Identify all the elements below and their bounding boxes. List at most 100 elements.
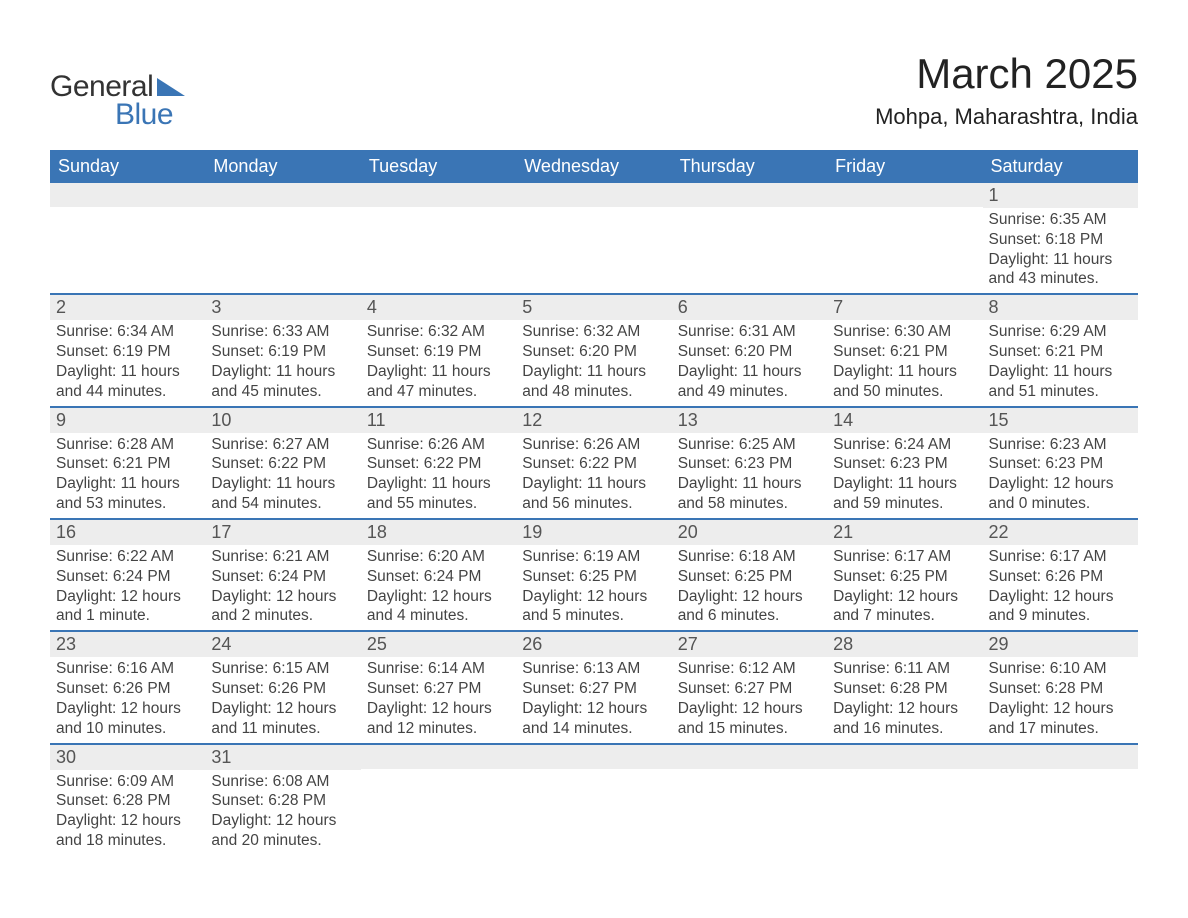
- daynum-row: 1: [983, 183, 1138, 208]
- daylight-line: Daylight: 12 hours and 15 minutes.: [678, 699, 821, 739]
- sunset-line: Sunset: 6:28 PM: [833, 679, 976, 699]
- daynum-row: 8: [983, 295, 1138, 320]
- daylight-line: Daylight: 12 hours and 16 minutes.: [833, 699, 976, 739]
- calendar-week: 9Sunrise: 6:28 AMSunset: 6:21 PMDaylight…: [50, 406, 1138, 518]
- daylight-line: Daylight: 11 hours and 44 minutes.: [56, 362, 199, 402]
- sunset-line: Sunset: 6:19 PM: [367, 342, 510, 362]
- sunrise-line: Sunrise: 6:08 AM: [211, 772, 354, 792]
- day-details: Sunrise: 6:08 AMSunset: 6:28 PMDaylight:…: [205, 770, 360, 851]
- day-number: 9: [56, 410, 66, 430]
- day-details: Sunrise: 6:32 AMSunset: 6:19 PMDaylight:…: [361, 320, 516, 401]
- daylight-line: Daylight: 11 hours and 53 minutes.: [56, 474, 199, 514]
- day-details: Sunrise: 6:21 AMSunset: 6:24 PMDaylight:…: [205, 545, 360, 626]
- sunset-line: Sunset: 6:21 PM: [989, 342, 1132, 362]
- logo-triangle-icon: [157, 78, 185, 96]
- daynum-row: 11: [361, 408, 516, 433]
- sunrise-line: Sunrise: 6:28 AM: [56, 435, 199, 455]
- daylight-line: Daylight: 12 hours and 6 minutes.: [678, 587, 821, 627]
- calendar-cell: 1 Sunrise: 6:35 AMSunset: 6:18 PMDaylight…: [983, 183, 1138, 293]
- day-number: 24: [211, 634, 231, 654]
- daylight-line: Daylight: 12 hours and 18 minutes.: [56, 811, 199, 851]
- daylight-line: Daylight: 11 hours and 50 minutes.: [833, 362, 976, 402]
- day-number: 29: [989, 634, 1009, 654]
- daylight-line: Daylight: 11 hours and 58 minutes.: [678, 474, 821, 514]
- sunset-line: Sunset: 6:27 PM: [678, 679, 821, 699]
- day-header: Saturday: [983, 150, 1138, 183]
- calendar-cell: 13Sunrise: 6:25 AMSunset: 6:23 PMDayligh…: [672, 408, 827, 518]
- day-number: 16: [56, 522, 76, 542]
- daylight-line: Daylight: 12 hours and 20 minutes.: [211, 811, 354, 851]
- daynum-row: 26: [516, 632, 671, 657]
- calendar-week: 2Sunrise: 6:34 AMSunset: 6:19 PMDaylight…: [50, 293, 1138, 405]
- calendar-cell: [983, 745, 1138, 855]
- sunrise-line: Sunrise: 6:27 AM: [211, 435, 354, 455]
- calendar-cell: [516, 183, 671, 293]
- sunrise-line: Sunrise: 6:35 AM: [989, 210, 1132, 230]
- sunrise-line: Sunrise: 6:18 AM: [678, 547, 821, 567]
- daynum-row: 25: [361, 632, 516, 657]
- day-number: 30: [56, 747, 76, 767]
- daylight-line: Daylight: 12 hours and 12 minutes.: [367, 699, 510, 739]
- day-details: Sunrise: 6:18 AMSunset: 6:25 PMDaylight:…: [672, 545, 827, 626]
- day-details: Sunrise: 6:31 AMSunset: 6:20 PMDaylight:…: [672, 320, 827, 401]
- sunset-line: Sunset: 6:25 PM: [833, 567, 976, 587]
- calendar-cell: [827, 183, 982, 293]
- daynum-row: 21: [827, 520, 982, 545]
- sunrise-line: Sunrise: 6:32 AM: [367, 322, 510, 342]
- sunrise-line: Sunrise: 6:15 AM: [211, 659, 354, 679]
- daynum-row: [361, 183, 516, 207]
- day-number: 22: [989, 522, 1009, 542]
- calendar-cell: 23Sunrise: 6:16 AMSunset: 6:26 PMDayligh…: [50, 632, 205, 742]
- sunset-line: Sunset: 6:21 PM: [56, 454, 199, 474]
- daynum-row: 28: [827, 632, 982, 657]
- calendar: SundayMondayTuesdayWednesdayThursdayFrid…: [50, 150, 1138, 855]
- day-number: 1: [989, 185, 999, 205]
- daynum-row: [205, 183, 360, 207]
- day-header: Friday: [827, 150, 982, 183]
- daynum-row: [516, 183, 671, 207]
- calendar-cell: 27Sunrise: 6:12 AMSunset: 6:27 PMDayligh…: [672, 632, 827, 742]
- page-title: March 2025: [875, 50, 1138, 98]
- day-number: 3: [211, 297, 221, 317]
- daylight-line: Daylight: 11 hours and 51 minutes.: [989, 362, 1132, 402]
- daylight-line: Daylight: 12 hours and 1 minute.: [56, 587, 199, 627]
- day-header: Sunday: [50, 150, 205, 183]
- day-details: Sunrise: 6:32 AMSunset: 6:20 PMDaylight:…: [516, 320, 671, 401]
- day-number: 20: [678, 522, 698, 542]
- daylight-line: Daylight: 12 hours and 17 minutes.: [989, 699, 1132, 739]
- day-details: Sunrise: 6:22 AMSunset: 6:24 PMDaylight:…: [50, 545, 205, 626]
- day-details: Sunrise: 6:35 AMSunset: 6:18 PMDaylight:…: [983, 208, 1138, 289]
- day-number: 7: [833, 297, 843, 317]
- daynum-row: [672, 745, 827, 769]
- day-number: 17: [211, 522, 231, 542]
- daynum-row: [672, 183, 827, 207]
- daylight-line: Daylight: 12 hours and 0 minutes.: [989, 474, 1132, 514]
- calendar-cell: 31Sunrise: 6:08 AMSunset: 6:28 PMDayligh…: [205, 745, 360, 855]
- calendar-cell: 20 Sunrise: 6:18 AMSunset: 6:25 PMDayligh…: [672, 520, 827, 630]
- calendar-cell: 8Sunrise: 6:29 AMSunset: 6:21 PMDaylight…: [983, 295, 1138, 405]
- day-number: 13: [678, 410, 698, 430]
- day-number: 4: [367, 297, 377, 317]
- day-number: 21: [833, 522, 853, 542]
- daylight-line: Daylight: 11 hours and 45 minutes.: [211, 362, 354, 402]
- daynum-row: 27: [672, 632, 827, 657]
- daynum-row: 10: [205, 408, 360, 433]
- day-details: Sunrise: 6:10 AMSunset: 6:28 PMDaylight:…: [983, 657, 1138, 738]
- day-number: 12: [522, 410, 542, 430]
- daynum-row: 31: [205, 745, 360, 770]
- day-number: 18: [367, 522, 387, 542]
- day-details: Sunrise: 6:30 AMSunset: 6:21 PMDaylight:…: [827, 320, 982, 401]
- day-number: 10: [211, 410, 231, 430]
- day-details: Sunrise: 6:33 AMSunset: 6:19 PMDaylight:…: [205, 320, 360, 401]
- daynum-row: 16: [50, 520, 205, 545]
- daylight-line: Daylight: 11 hours and 54 minutes.: [211, 474, 354, 514]
- sunset-line: Sunset: 6:23 PM: [989, 454, 1132, 474]
- sunset-line: Sunset: 6:27 PM: [367, 679, 510, 699]
- daylight-line: Daylight: 12 hours and 14 minutes.: [522, 699, 665, 739]
- day-number: 2: [56, 297, 66, 317]
- sunset-line: Sunset: 6:23 PM: [833, 454, 976, 474]
- day-number: 8: [989, 297, 999, 317]
- sunrise-line: Sunrise: 6:11 AM: [833, 659, 976, 679]
- sunrise-line: Sunrise: 6:23 AM: [989, 435, 1132, 455]
- sunrise-line: Sunrise: 6:25 AM: [678, 435, 821, 455]
